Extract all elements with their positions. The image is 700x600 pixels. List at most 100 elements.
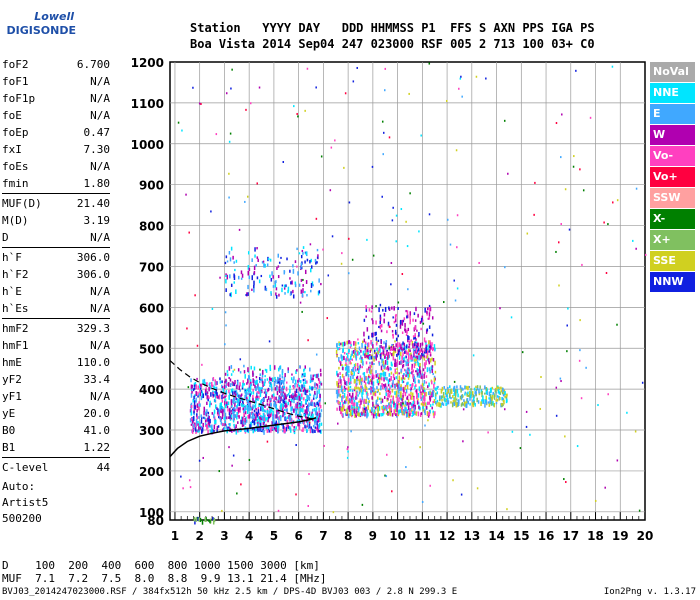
echo-point	[408, 342, 411, 348]
echo-point	[213, 416, 216, 422]
echo-point	[228, 389, 230, 394]
echo-point	[289, 416, 291, 422]
noise-point	[215, 133, 218, 136]
echo-point	[425, 329, 428, 334]
echo-point	[418, 331, 420, 337]
echo-point	[420, 348, 423, 352]
echo-point	[338, 366, 340, 370]
echo-point	[404, 384, 407, 388]
echo-point	[350, 343, 352, 347]
noise-point	[555, 122, 558, 125]
echo-point	[360, 385, 362, 389]
noise-point	[248, 458, 251, 461]
echo-point	[386, 356, 388, 361]
echo-point	[293, 426, 295, 429]
echo-point	[292, 289, 294, 294]
echo-point	[363, 413, 365, 416]
echo-point	[341, 403, 344, 409]
param-value: 329.3	[76, 322, 110, 335]
echo-point	[282, 398, 285, 401]
echo-point	[422, 406, 425, 410]
echo-point	[297, 383, 300, 386]
echo-point	[400, 368, 402, 373]
echo-point	[423, 348, 426, 352]
echo-point	[429, 306, 432, 312]
echo-point	[296, 369, 298, 372]
echo-point	[283, 284, 286, 288]
echo-point	[234, 402, 236, 407]
echo-point	[237, 421, 239, 424]
echo-point	[213, 430, 215, 433]
echo-point	[467, 400, 470, 405]
echo-point	[406, 382, 408, 386]
echo-point	[407, 405, 410, 410]
echo-point	[301, 249, 304, 253]
echo-point	[249, 379, 252, 384]
noise-point	[453, 380, 456, 383]
echo-point	[391, 343, 393, 346]
echo-point	[225, 380, 228, 385]
echo-point	[254, 428, 257, 432]
echo-point	[370, 348, 372, 352]
echo-point	[229, 257, 232, 262]
echo-point	[347, 389, 349, 394]
echo-point	[302, 378, 305, 382]
noise-point	[308, 421, 311, 424]
echo-point	[364, 355, 366, 359]
echo-point	[339, 372, 341, 375]
echo-point	[452, 395, 454, 399]
echo-point	[234, 414, 237, 418]
echo-point	[252, 372, 254, 377]
echo-point	[265, 287, 268, 292]
echo-point	[252, 397, 254, 401]
echo-point	[233, 273, 235, 278]
echo-point	[482, 399, 485, 404]
echo-point	[377, 382, 380, 386]
param-key: foEp	[2, 126, 29, 139]
echo-point	[366, 349, 369, 352]
echo-point	[249, 412, 251, 417]
echo-point	[444, 392, 447, 395]
echo-point	[465, 403, 468, 408]
echo-point	[371, 381, 374, 386]
echo-point	[320, 422, 323, 426]
noise-point	[304, 109, 306, 112]
echo-point	[204, 417, 207, 420]
echo-point	[190, 384, 193, 389]
echo-point	[289, 385, 291, 389]
echo-point	[359, 389, 362, 393]
echo-point	[408, 340, 411, 345]
echo-point	[452, 400, 455, 403]
echo-point	[281, 284, 284, 287]
echo-point	[238, 385, 241, 391]
echo-point	[370, 389, 373, 394]
echo-point	[270, 291, 272, 294]
echo-point	[263, 397, 265, 402]
echo-point	[347, 400, 350, 405]
echo-point	[391, 400, 394, 404]
echo-point	[367, 381, 369, 384]
echo-point	[435, 400, 437, 405]
echo-point	[419, 362, 421, 368]
echo-point	[429, 352, 432, 356]
echo-point	[367, 350, 369, 355]
echo-point	[269, 398, 272, 401]
echo-point	[404, 323, 406, 328]
noise-point	[390, 283, 392, 286]
echo-point	[249, 424, 251, 429]
echo-point	[255, 381, 257, 386]
echo-point	[493, 403, 496, 408]
echo-point	[347, 395, 349, 400]
echo-point	[418, 386, 421, 392]
echo-point	[202, 393, 205, 399]
echo-point	[204, 389, 207, 393]
echo-point	[343, 355, 345, 361]
echo-point	[394, 358, 396, 363]
echo-point	[291, 280, 293, 285]
echo-point	[296, 383, 299, 388]
echo-point	[398, 355, 401, 360]
echo-point	[203, 411, 205, 416]
echo-point	[257, 426, 259, 432]
echo-point	[415, 306, 417, 312]
echo-point	[213, 518, 216, 523]
